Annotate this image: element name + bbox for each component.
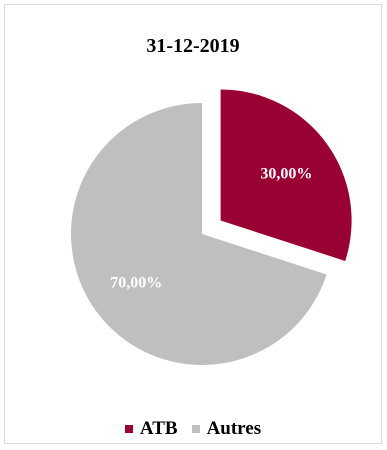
legend-swatch-autres: [191, 425, 200, 433]
chart-frame: 31-12-2019 30,00% 70,00% ATB Autres: [4, 4, 382, 444]
legend-item-autres: Autres: [191, 418, 262, 440]
legend: ATB Autres: [5, 418, 381, 440]
legend-label-autres: Autres: [206, 418, 262, 439]
legend-swatch-atb: [124, 425, 133, 433]
pie-chart: 30,00% 70,00%: [71, 89, 352, 365]
pie-slice-autres: [71, 103, 327, 365]
legend-label-atb: ATB: [139, 418, 178, 439]
slice-label-autres: 70,00%: [110, 275, 162, 292]
chart-title: 31-12-2019: [146, 35, 240, 57]
pie-slice-atb: [220, 89, 352, 261]
legend-item-atb: ATB: [124, 418, 178, 440]
slice-label-atb: 30,00%: [260, 166, 312, 183]
